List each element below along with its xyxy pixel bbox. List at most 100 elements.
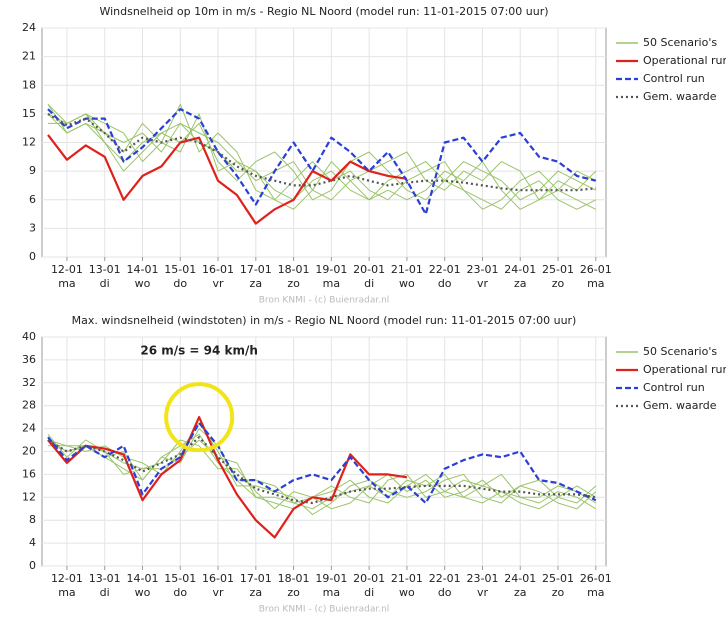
x-tick-label: 15-01 [164, 263, 196, 276]
x-tick-label: 22-01 [429, 572, 461, 585]
x-tick-label: 15-01 [164, 572, 196, 585]
y-tick-label: 12 [22, 490, 36, 503]
x-tick-day: vr [213, 586, 225, 599]
series-line [47, 134, 408, 225]
scenario-line [47, 433, 597, 510]
legend-label: 50 Scenario's [643, 345, 717, 358]
series-line [47, 421, 597, 505]
y-tick-label: 4 [29, 536, 36, 549]
scenario-line [47, 104, 597, 201]
x-tick-label: 25-01 [542, 263, 574, 276]
x-tick-day: di [100, 586, 110, 599]
x-tick-day: do [438, 277, 452, 290]
chart-title: Windsnelheid op 10m in m/s - Regio NL No… [99, 5, 548, 18]
x-tick-label: 19-01 [315, 263, 347, 276]
legend-label: Gem. waarde [643, 399, 717, 412]
x-tick-day: wo [399, 277, 415, 290]
legend-label: Control run [643, 381, 705, 394]
x-tick-label: 26-01 [580, 263, 612, 276]
y-tick-label: 0 [29, 250, 36, 263]
legend-label: 50 Scenario's [643, 36, 717, 49]
y-tick-label: 12 [22, 136, 36, 149]
x-tick-day: ma [587, 586, 604, 599]
x-tick-day: zo [287, 277, 300, 290]
x-tick-label: 26-01 [580, 572, 612, 585]
y-tick-label: 21 [22, 50, 36, 63]
series-line [47, 416, 408, 539]
y-tick-label: 16 [22, 467, 36, 480]
x-tick-label: 16-01 [202, 572, 234, 585]
x-tick-label: 13-01 [89, 572, 121, 585]
x-tick-day: wo [399, 586, 415, 599]
x-tick-day: di [364, 586, 374, 599]
x-tick-day: zo [552, 586, 565, 599]
x-tick-label: 20-01 [353, 263, 385, 276]
source-credit: Bron KNMI - (c) Buienradar.nl [259, 605, 390, 615]
x-tick-day: za [250, 277, 263, 290]
x-tick-day: di [364, 277, 374, 290]
y-tick-label: 9 [29, 164, 36, 177]
y-tick-label: 6 [29, 193, 36, 206]
x-tick-label: 14-01 [127, 263, 159, 276]
legend-label: Control run [643, 72, 705, 85]
x-tick-label: 23-01 [466, 572, 498, 585]
legend-label: Operational run [643, 54, 726, 67]
x-tick-day: di [100, 277, 110, 290]
x-tick-day: vr [477, 586, 489, 599]
x-tick-label: 17-01 [240, 572, 272, 585]
x-tick-label: 12-01 [51, 572, 83, 585]
x-tick-day: ma [58, 586, 75, 599]
x-tick-day: zo [552, 277, 565, 290]
x-tick-day: za [250, 586, 263, 599]
x-tick-day: zo [287, 586, 300, 599]
x-tick-day: ma [323, 277, 340, 290]
x-tick-day: za [514, 277, 527, 290]
x-tick-day: vr [213, 277, 225, 290]
legend-label: Gem. waarde [643, 90, 717, 103]
x-tick-label: 24-01 [504, 263, 536, 276]
x-tick-day: wo [135, 277, 151, 290]
scenario-line [48, 103, 597, 210]
source-credit: Bron KNMI - (c) Buienradar.nl [259, 296, 390, 306]
x-tick-label: 21-01 [391, 572, 423, 585]
x-tick-label: 25-01 [542, 572, 574, 585]
y-tick-label: 40 [22, 330, 36, 343]
x-tick-label: 22-01 [429, 263, 461, 276]
y-tick-label: 3 [29, 221, 36, 234]
x-tick-day: do [438, 586, 452, 599]
x-tick-day: ma [323, 586, 340, 599]
x-tick-day: do [173, 586, 187, 599]
x-tick-day: wo [135, 586, 151, 599]
y-tick-label: 36 [22, 353, 36, 366]
chart-title: Max. windsnelheid (windstoten) in m/s - … [72, 314, 577, 327]
x-tick-label: 17-01 [240, 263, 272, 276]
series-line [47, 108, 597, 216]
x-tick-label: 21-01 [391, 263, 423, 276]
x-tick-label: 19-01 [315, 572, 347, 585]
x-tick-day: do [173, 277, 187, 290]
x-tick-day: za [514, 586, 527, 599]
y-tick-label: 24 [22, 21, 36, 34]
series-line [47, 436, 596, 505]
x-tick-label: 23-01 [466, 263, 498, 276]
x-tick-label: 14-01 [127, 572, 159, 585]
x-tick-day: ma [58, 277, 75, 290]
scenario-line [48, 422, 597, 515]
x-tick-label: 18-01 [278, 572, 310, 585]
x-tick-label: 13-01 [89, 263, 121, 276]
x-tick-day: ma [587, 277, 604, 290]
y-tick-label: 28 [22, 399, 36, 412]
x-tick-label: 18-01 [278, 263, 310, 276]
x-tick-label: 12-01 [51, 263, 83, 276]
y-tick-label: 24 [22, 422, 36, 435]
highlight-circle [164, 382, 235, 453]
y-tick-label: 8 [29, 513, 36, 526]
x-tick-label: 20-01 [353, 572, 385, 585]
x-tick-label: 24-01 [504, 572, 536, 585]
x-tick-label: 16-01 [202, 263, 234, 276]
y-tick-label: 32 [22, 376, 36, 389]
y-tick-label: 18 [22, 78, 36, 91]
x-tick-day: vr [477, 277, 489, 290]
y-tick-label: 0 [29, 559, 36, 572]
